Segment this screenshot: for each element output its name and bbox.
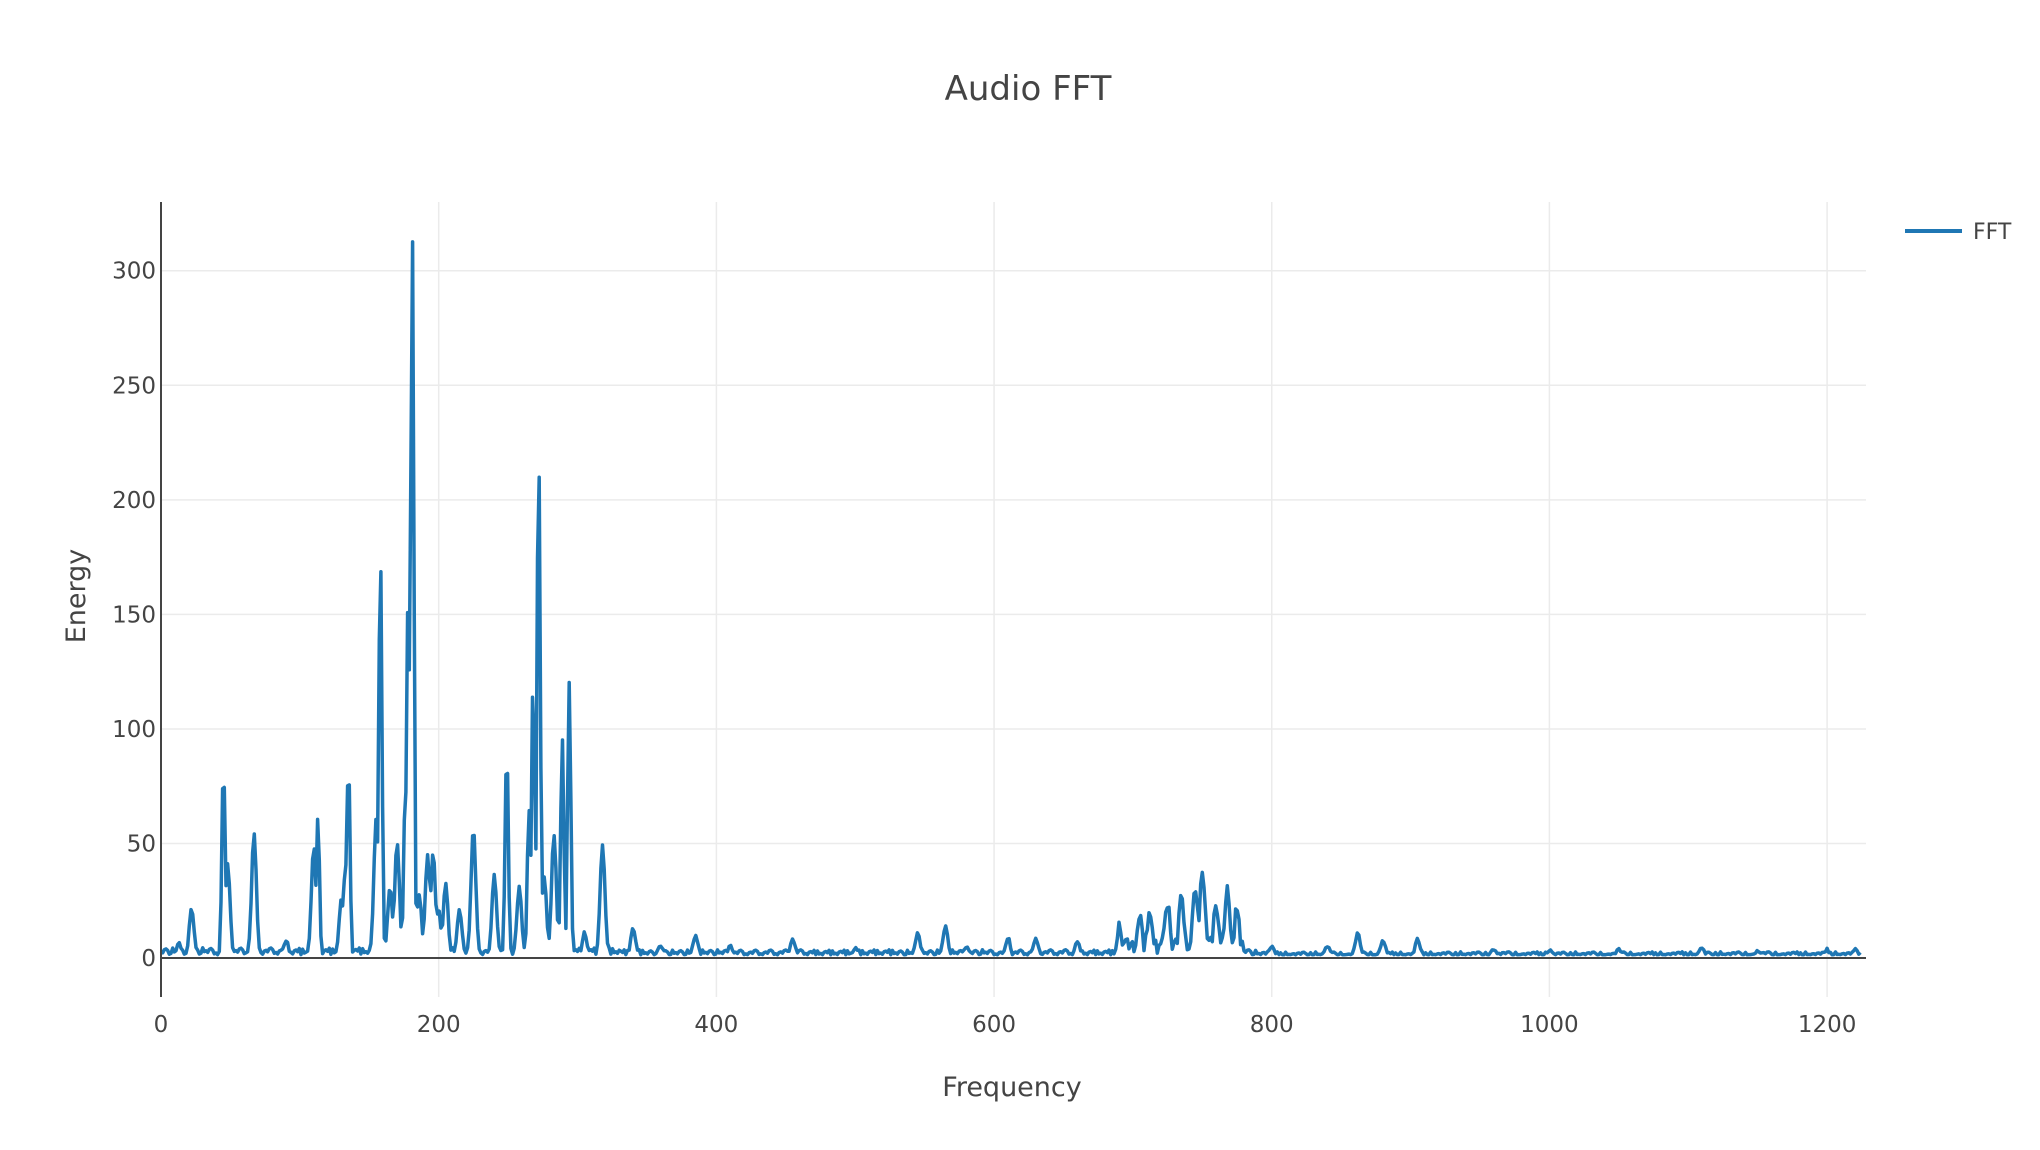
x-tick-label: 400 [694,1012,738,1038]
x-tick-label: 800 [1250,1012,1294,1038]
y-tick-label: 250 [112,373,156,399]
y-tick-label: 50 [127,831,156,857]
y-axis-title: Energy [61,549,92,644]
x-tick-label: 1200 [1798,1012,1857,1038]
x-axis-title: Frequency [942,1072,1082,1103]
chart-title: Audio FFT [945,69,1112,109]
y-tick-label: 150 [112,602,156,628]
x-tick-label: 1000 [1520,1012,1579,1038]
grid [161,202,1866,997]
x-tick-label: 0 [154,1012,169,1038]
legend[interactable]: FFT [1905,220,2012,245]
tick-labels: 0 200 400 600 800 1000 1200 0 50 100 150 200 250 300 [112,259,1856,1038]
y-tick-label: 0 [141,946,156,972]
legend-label-fft: FFT [1973,220,2012,245]
y-tick-label: 300 [112,259,156,285]
y-tick-label: 200 [112,488,156,514]
fft-series-line [159,240,1862,957]
y-tick-label: 100 [112,717,156,743]
x-tick-label: 600 [972,1012,1016,1038]
series-layer [159,240,1862,957]
x-tick-label: 200 [417,1012,461,1038]
